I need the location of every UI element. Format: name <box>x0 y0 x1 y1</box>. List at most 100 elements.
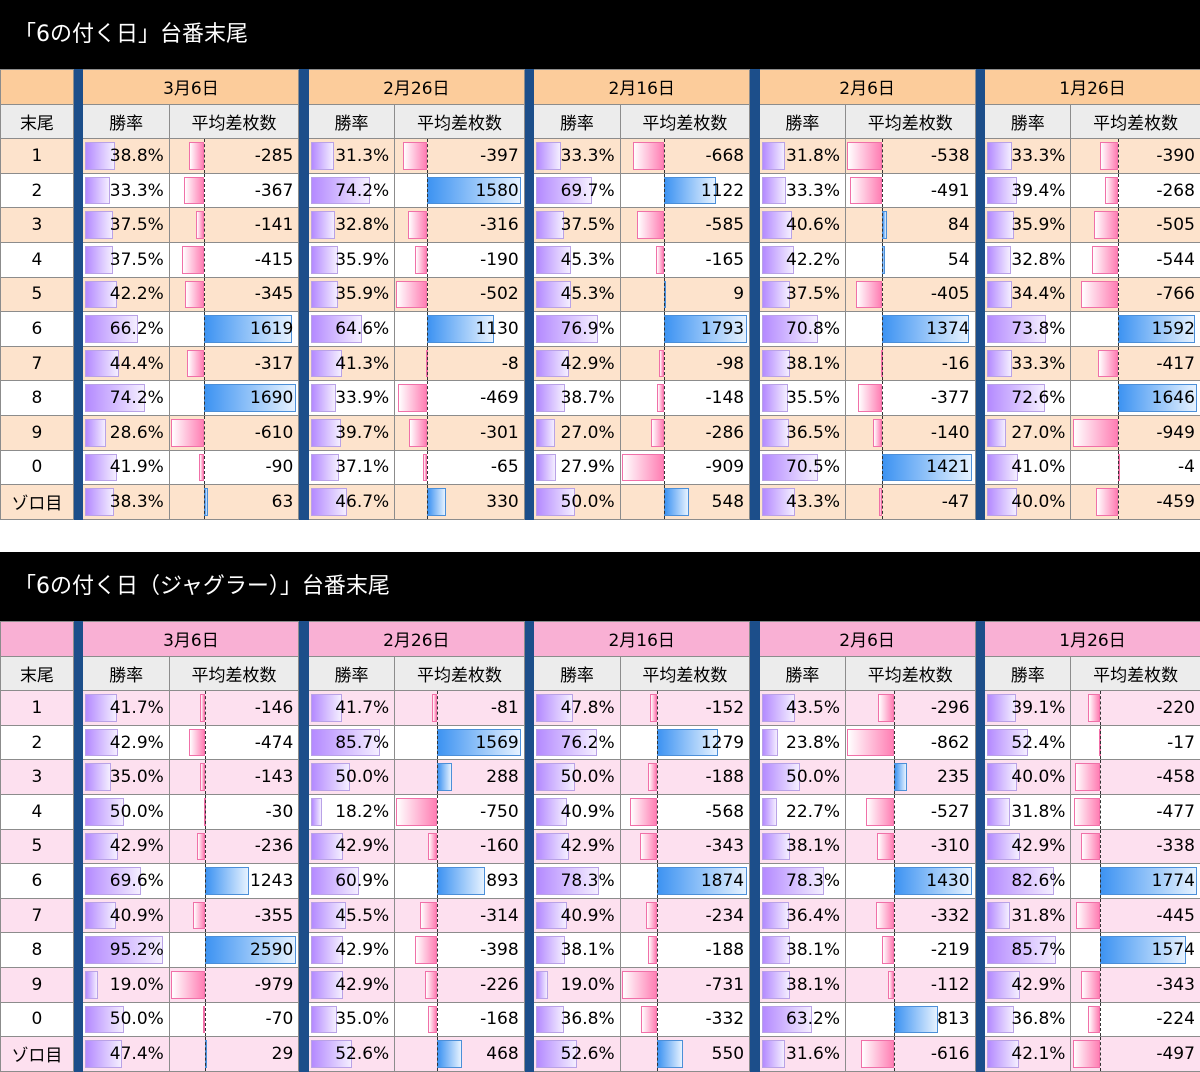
win-rate-value: 42.9% <box>335 940 390 961</box>
column-separator <box>974 172 986 209</box>
table-row: 4 37.5% -415 35.9% -190 45.3% -165 42.2% 54 32.8%… <box>0 241 1200 278</box>
negative-diff-bar <box>656 245 664 274</box>
zero-axis <box>204 174 206 207</box>
win-rate-value: 40.0% <box>1011 491 1066 512</box>
win-rate-bar <box>987 488 1018 516</box>
win-rate-bar <box>85 315 138 343</box>
table-row: 1 38.8% -285 31.3% -397 33.3% -668 31.8% -538 33.… <box>0 138 1200 174</box>
column-separator <box>749 380 760 416</box>
avg-diff-cell: -301 <box>394 414 525 451</box>
avg-diff-cell: 2590 <box>168 932 300 968</box>
negative-diff-bar <box>197 832 206 861</box>
win-rate-cell: 72.6% <box>984 380 1072 416</box>
win-rate-bar <box>987 349 1012 378</box>
win-rate-bar <box>310 1005 337 1034</box>
win-rate-value: 64.6% <box>335 318 390 339</box>
zero-axis <box>881 312 883 346</box>
win-rate-value: 70.5% <box>786 457 841 478</box>
row-label: 4 <box>0 241 74 278</box>
avg-diff-header: 平均差枚数 <box>168 103 300 140</box>
avg-diff-value: -459 <box>1156 491 1195 512</box>
avg-diff-header: 平均差枚数 <box>619 655 751 692</box>
avg-diff-header: 平均差枚数 <box>1070 655 1200 692</box>
zero-axis <box>1118 416 1120 450</box>
avg-diff-cell: -190 <box>394 241 525 278</box>
win-rate-value: 38.7% <box>560 388 615 409</box>
win-rate-header: 勝率 <box>758 103 847 140</box>
avg-diff-cell: 1793 <box>619 311 751 347</box>
column-separator <box>298 828 309 865</box>
positive-diff-bar <box>426 488 447 516</box>
zero-axis <box>436 864 438 898</box>
win-rate-bar <box>761 728 778 757</box>
column-separator <box>749 690 760 726</box>
zero-axis <box>1118 174 1120 207</box>
win-rate-value: 40.6% <box>786 215 841 236</box>
avg-diff-value: -188 <box>705 940 745 961</box>
win-rate-value: 69.6% <box>109 870 164 891</box>
zero-axis <box>894 899 896 932</box>
win-rate-value: 42.9% <box>560 836 615 857</box>
zero-axis <box>894 933 896 967</box>
negative-diff-bar <box>1073 797 1100 826</box>
zero-axis <box>426 278 428 311</box>
table-row: 2 42.9% -474 85.7% 1569 76.2% 1279 23.8% -862 52.… <box>0 724 1200 761</box>
win-rate-value: 38.1% <box>786 836 841 857</box>
negative-diff-bar <box>415 245 427 274</box>
avg-diff-cell: -459 <box>1070 484 1200 520</box>
win-rate-value: 60.9% <box>335 870 390 891</box>
avg-diff-cell: -390 <box>1070 138 1200 174</box>
zero-axis <box>436 691 438 725</box>
column-separator <box>523 414 535 451</box>
avg-diff-cell: 1130 <box>394 311 525 347</box>
avg-diff-header: 平均差枚数 <box>394 655 525 692</box>
zero-axis <box>1118 208 1120 242</box>
win-rate-cell: 64.6% <box>307 311 396 347</box>
column-separator <box>974 69 986 105</box>
win-rate-bar <box>310 867 359 895</box>
zero-axis <box>894 968 896 1002</box>
win-rate-bar <box>85 797 125 826</box>
column-separator <box>523 207 535 243</box>
win-rate-bar <box>310 970 344 999</box>
avg-diff-value: -367 <box>254 180 294 201</box>
zero-axis <box>881 485 883 519</box>
avg-diff-cell: 9 <box>619 276 751 313</box>
win-rate-cell: 50.0% <box>533 484 621 520</box>
negative-diff-bar <box>878 694 895 722</box>
avg-diff-value: -296 <box>930 697 970 718</box>
negative-diff-bar <box>636 211 664 239</box>
win-rate-bar <box>987 280 1013 309</box>
zero-axis <box>205 830 207 863</box>
row-label: 0 <box>0 449 74 486</box>
negative-diff-bar <box>1081 832 1100 861</box>
avg-diff-cell: 468 <box>394 1036 525 1072</box>
column-separator <box>523 241 535 278</box>
avg-diff-cell: -502 <box>394 276 525 313</box>
avg-diff-cell: -731 <box>619 966 751 1003</box>
avg-diff-value: -226 <box>480 974 519 995</box>
positive-diff-bar <box>1099 867 1198 895</box>
avg-diff-value: 1574 <box>1151 940 1195 961</box>
win-rate-bar <box>310 936 344 964</box>
avg-diff-cell: 330 <box>394 484 525 520</box>
win-rate-cell: 42.9% <box>984 966 1072 1003</box>
win-rate-bar <box>310 384 336 412</box>
win-rate-cell: 35.9% <box>984 207 1072 243</box>
date-header: 2月16日 <box>533 69 751 105</box>
win-rate-bar <box>536 763 575 791</box>
avg-diff-header: 平均差枚数 <box>168 655 300 692</box>
zero-axis <box>204 451 206 484</box>
win-rate-bar <box>536 1040 578 1068</box>
win-rate-cell: 31.8% <box>984 897 1072 934</box>
win-rate-bar <box>85 453 118 482</box>
zero-axis <box>894 864 896 898</box>
win-rate-bar <box>310 315 362 343</box>
win-rate-bar <box>310 763 350 791</box>
column-separator <box>974 724 986 761</box>
column-separator <box>523 966 535 1003</box>
win-rate-bar <box>987 694 1017 722</box>
zero-axis <box>436 795 438 829</box>
win-rate-value: 38.1% <box>560 940 615 961</box>
avg-diff-cell: -234 <box>619 897 751 934</box>
